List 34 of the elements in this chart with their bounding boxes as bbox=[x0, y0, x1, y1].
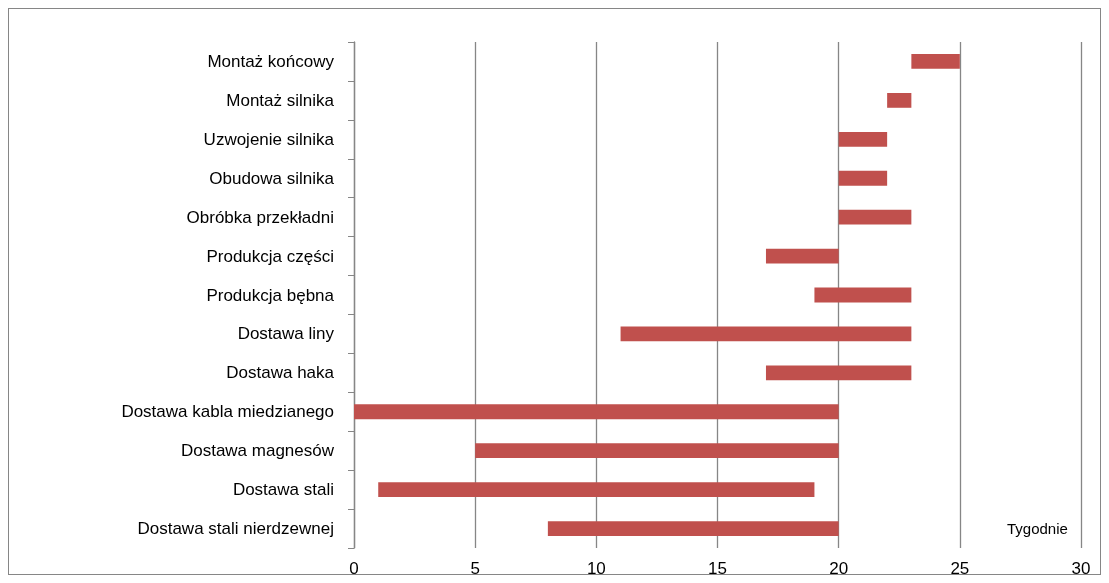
y-tick-label: Dostawa magnesów bbox=[180, 441, 335, 461]
bar bbox=[838, 209, 912, 225]
x-axis-title: Tygodnie bbox=[1007, 520, 1068, 537]
bar bbox=[814, 287, 912, 303]
x-tick-label: 5 bbox=[470, 559, 480, 578]
bar bbox=[475, 443, 839, 459]
y-tick-label: Obróbka przekładni bbox=[186, 207, 334, 227]
bar bbox=[838, 131, 888, 147]
y-tick-label: Dostawa haka bbox=[226, 363, 335, 383]
x-tick-label: 20 bbox=[829, 559, 849, 578]
y-tick-label: Dostawa stali nierdzewnej bbox=[137, 519, 334, 539]
bar bbox=[911, 54, 960, 69]
y-tick-label: Dostawa liny bbox=[237, 324, 335, 344]
bar bbox=[378, 482, 815, 498]
y-tick-label: Dostawa kabla miedzianego bbox=[121, 402, 334, 422]
y-tick-label: Montaż silnika bbox=[226, 90, 335, 110]
bar bbox=[887, 92, 912, 108]
x-tick-label: 15 bbox=[708, 559, 727, 578]
bar bbox=[620, 326, 912, 342]
x-tick-label: 25 bbox=[950, 559, 970, 578]
bar bbox=[838, 170, 888, 186]
y-tick-label: Obudowa silnika bbox=[209, 168, 335, 188]
bar bbox=[765, 365, 912, 381]
y-tick-label: Produkcja bębna bbox=[206, 285, 335, 305]
y-tick-label: Produkcja części bbox=[206, 246, 334, 266]
y-tick-label: Dostawa stali bbox=[232, 480, 334, 500]
x-tick-label: 30 bbox=[1071, 559, 1091, 578]
y-tick-label: Uzwojenie silnika bbox=[203, 129, 335, 149]
bar bbox=[354, 404, 839, 420]
y-tick-label: Montaż końcowy bbox=[207, 51, 335, 71]
x-tick-label: 10 bbox=[586, 559, 606, 578]
bar bbox=[547, 521, 839, 536]
bar bbox=[765, 248, 839, 264]
x-tick-label: 0 bbox=[349, 559, 359, 578]
